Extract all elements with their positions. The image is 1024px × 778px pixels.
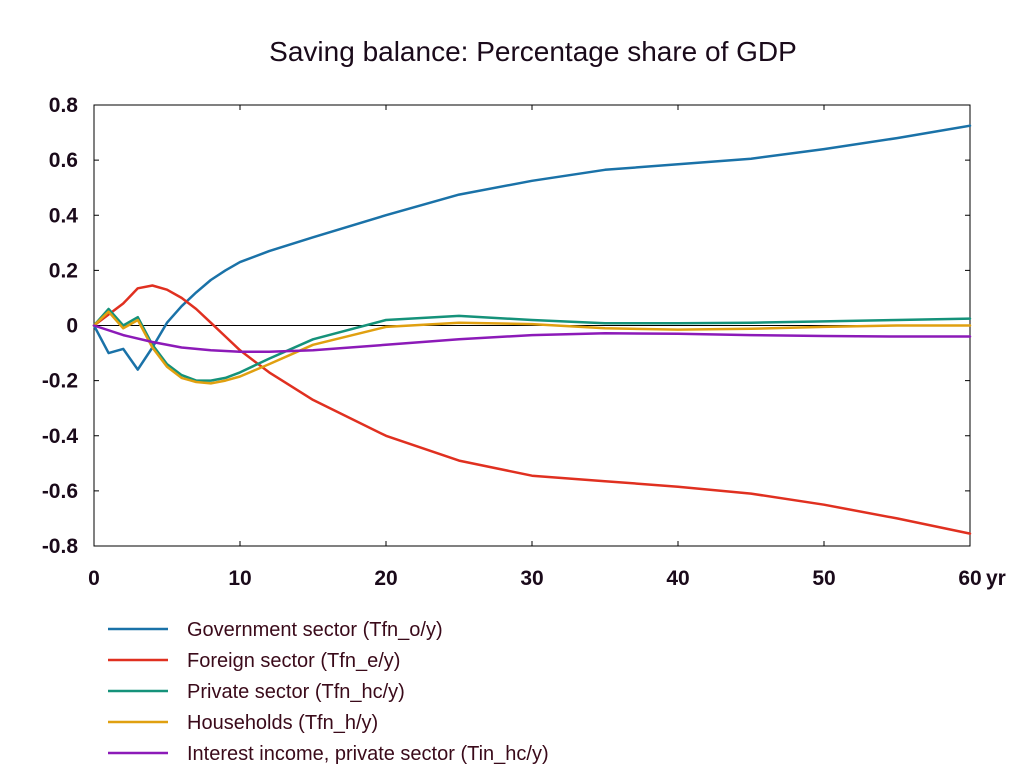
y-axis: 0.8 0.6 0.4 0.2 0 -0.2 -0.4 -0.6 -0.8 [42,94,970,558]
series-line-5 [92,324,972,353]
series-line-4 [92,310,972,385]
legend-label-5: Interest income, private sector (Tin_hc/… [187,743,549,765]
y-tick-label: 0.2 [49,259,78,282]
x-tick-label: 10 [228,567,251,590]
series-line-2 [92,284,972,535]
x-axis: 0 10 20 30 40 50 60 yr [88,105,1006,590]
series-lines [92,124,972,535]
x-tick-label: 20 [374,567,397,590]
y-tick-label: -0.4 [42,425,79,448]
series-line-1 [92,124,972,371]
y-tick-label: 0 [66,315,78,338]
y-tick-label: -0.8 [42,535,79,558]
x-tick-label: 30 [520,567,543,590]
y-tick-label: -0.2 [42,370,78,393]
chart-title: Saving balance: Percentage share of GDP [269,36,797,67]
legend-label-4: Households (Tfn_h/y) [187,712,378,734]
legend-label-3: Private sector (Tfn_hc/y) [187,681,405,703]
y-tick-label: 0.4 [49,204,79,227]
x-tick-label: 0 [88,567,100,590]
y-tick-label: -0.6 [42,480,78,503]
series-line-3 [92,307,972,382]
y-tick-label: 0.6 [49,149,78,172]
x-tick-label: 40 [666,567,689,590]
legend-label-2: Foreign sector (Tfn_e/y) [187,650,400,672]
legend-label-1: Government sector (Tfn_o/y) [187,619,443,641]
legend: Government sector (Tfn_o/y) Foreign secto… [108,619,549,765]
x-tick-label: 50 [812,567,835,590]
x-tick-label: 60 [958,567,981,590]
x-axis-unit-label: yr [986,567,1006,590]
y-tick-label: 0.8 [49,94,79,117]
